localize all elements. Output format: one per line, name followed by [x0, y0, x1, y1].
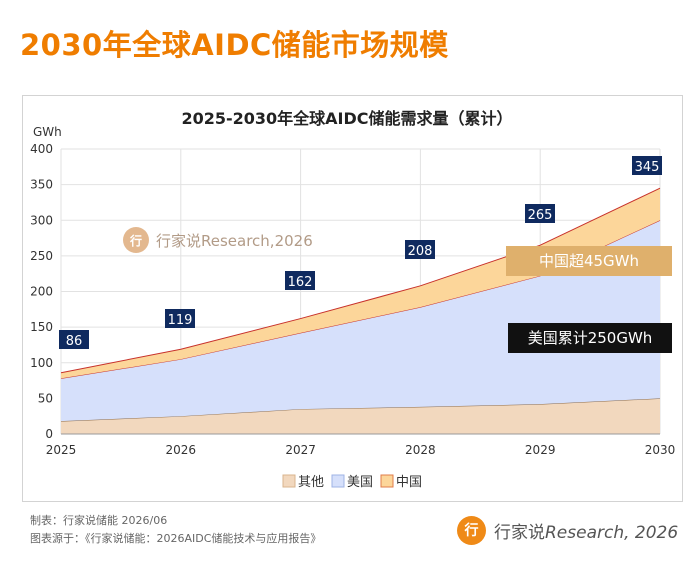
y-tick-label: 200	[30, 285, 53, 299]
total-label: 265	[525, 204, 555, 223]
total-label-box	[59, 330, 89, 349]
brand-name: 行家说	[494, 522, 545, 543]
y-axis-unit-label: GWh	[33, 125, 62, 139]
legend-swatch	[331, 474, 345, 488]
total-label-box	[632, 156, 662, 175]
total-label: 208	[405, 240, 435, 259]
area-series-1	[61, 398, 660, 434]
x-tick-label: 2026	[166, 443, 197, 457]
annotation-usa: 美国累计250GWh	[528, 329, 653, 347]
total-label: 345	[632, 156, 662, 175]
watermark-text: 行家说Research,2026	[156, 232, 313, 250]
total-label-text: 86	[66, 334, 83, 349]
legend-swatch	[380, 474, 394, 488]
watermark: 行 行家说Research,2026	[123, 227, 313, 253]
brand-logo-icon: 行	[457, 515, 486, 545]
legend-label: 美国	[347, 475, 373, 490]
x-tick-label: 2025	[46, 443, 77, 457]
page-title: 2030年全球AIDC储能市场规模	[20, 28, 449, 62]
x-tick-label: 2027	[285, 443, 316, 457]
x-tick-label: 2029	[525, 443, 556, 457]
y-tick-label: 350	[30, 178, 53, 192]
y-tick-label: 250	[30, 249, 53, 263]
annotation-china: 中国超45GWh	[539, 252, 639, 270]
series-line-3	[60, 187, 661, 374]
brand-text: 行家说Research, 2026	[494, 518, 678, 543]
brand-suffix: Research, 2026	[545, 522, 679, 543]
x-tick-label: 2028	[405, 443, 436, 457]
y-tick-label: 100	[30, 356, 53, 370]
total-label-box	[165, 309, 195, 328]
brand-logo-group: 行 行家说Research, 2026	[457, 512, 678, 548]
y-tick-label: 0	[45, 427, 53, 441]
total-label: 162	[285, 271, 315, 290]
y-tick-label: 300	[30, 213, 53, 227]
total-label-box	[285, 271, 315, 290]
total-label-text: 162	[288, 275, 313, 290]
y-tick-label: 400	[30, 142, 53, 156]
x-tick-label: 2030	[645, 443, 676, 457]
total-label-text: 265	[528, 208, 553, 223]
total-label: 119	[165, 309, 195, 328]
chart-title: 2025-2030年全球AIDC储能需求量（累计）	[181, 109, 512, 128]
watermark-logo-text: 行	[129, 233, 142, 248]
legend-swatch	[282, 474, 296, 488]
footer-maker: 制表：行家说储能 2026/06	[30, 514, 168, 527]
area-series-2	[61, 220, 660, 422]
legend-label: 其他	[298, 475, 324, 490]
total-label-box	[525, 204, 555, 223]
total-label: 86	[59, 330, 89, 349]
total-label-box	[405, 240, 435, 259]
y-tick-label: 150	[30, 320, 53, 334]
legend-label: 中国	[396, 475, 422, 490]
total-label-text: 208	[408, 244, 433, 259]
total-label-text: 345	[635, 160, 660, 175]
total-label-text: 119	[168, 313, 193, 328]
footer-source: 图表源于：《行家说储能：2026AIDC储能技术与应用报告》	[30, 532, 322, 545]
y-tick-label: 50	[38, 391, 53, 405]
